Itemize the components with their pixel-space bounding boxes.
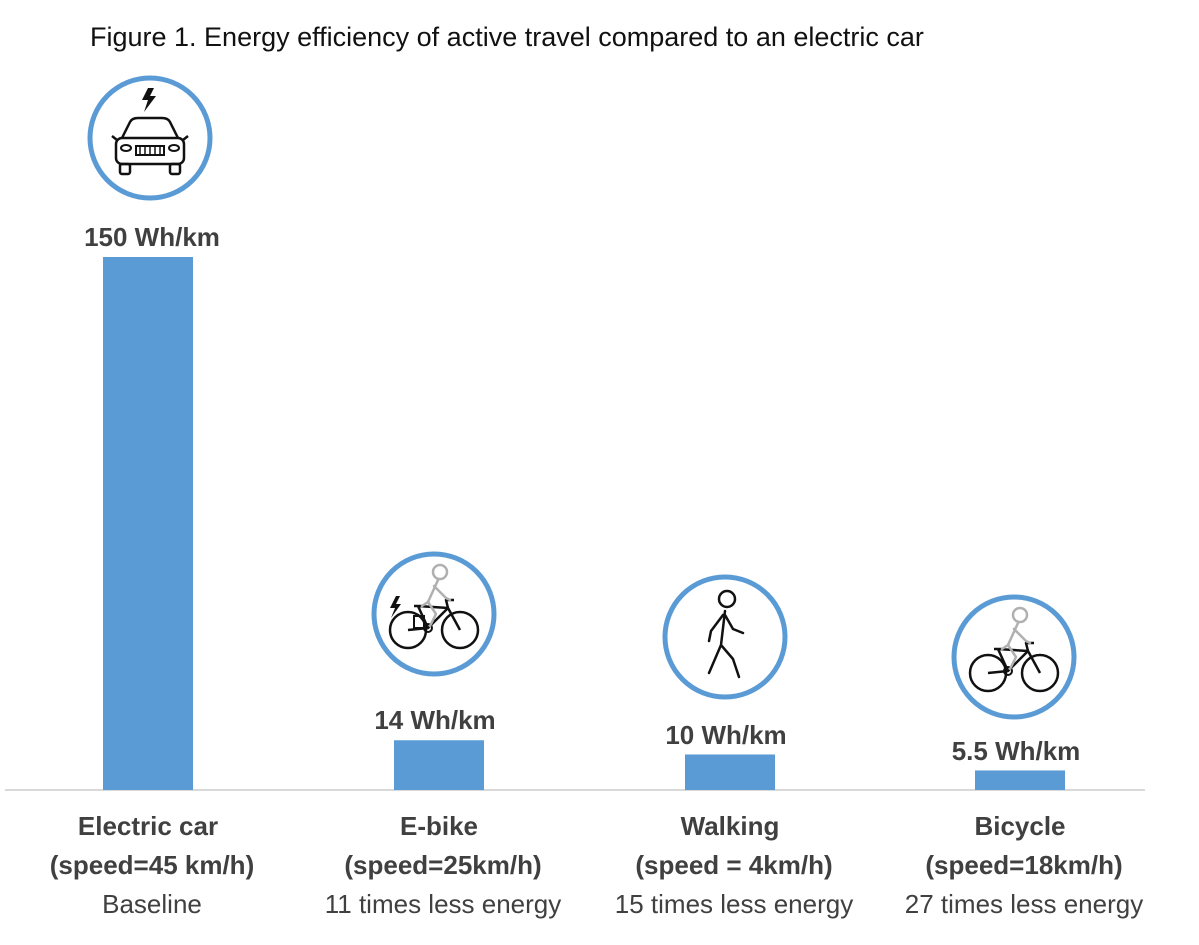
icon-ring [951, 594, 1077, 720]
data-label: 10 Wh/km [665, 720, 786, 750]
data-label: 5.5 Wh/km [952, 736, 1081, 766]
bar-e-bike [394, 740, 484, 790]
data-label: 150 Wh/km [84, 222, 220, 252]
e-bike-icon [371, 551, 497, 677]
category-label: E-bike [400, 811, 478, 841]
speed-label: (speed=25km/h) [344, 850, 541, 880]
category-label: Bicycle [974, 811, 1065, 841]
walking-person-icon [662, 574, 788, 700]
bicycle-icon [951, 594, 1077, 720]
data-label: 14 Wh/km [374, 705, 495, 735]
category-label: Electric car [78, 811, 218, 841]
chart-title: Figure 1. Energy efficiency of active tr… [90, 22, 924, 52]
category-label: Walking [681, 811, 780, 841]
speed-label: (speed = 4km/h) [635, 850, 832, 880]
comparison-note: 27 times less energy [905, 889, 1143, 919]
bar-electric-car [103, 257, 193, 790]
bar-bicycle [975, 770, 1065, 790]
comparison-note: Baseline [102, 889, 202, 919]
speed-label: (speed=18km/h) [925, 850, 1122, 880]
icon-ring [371, 551, 497, 677]
icon-ring [662, 574, 788, 700]
comparison-note: 11 times less energy [325, 889, 562, 919]
bar-walking [685, 754, 775, 790]
electric-car-icon [87, 75, 213, 201]
speed-label: (speed=45 km/h) [50, 850, 254, 880]
comparison-note: 15 times less energy [615, 889, 853, 919]
